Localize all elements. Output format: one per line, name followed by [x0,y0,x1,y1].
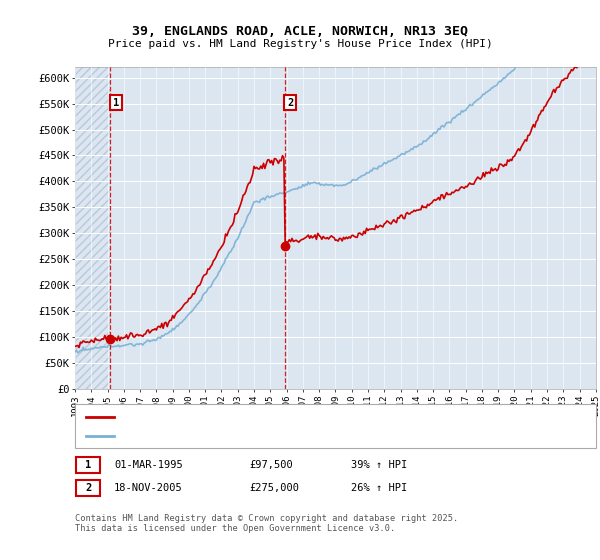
Text: 26% ↑ HPI: 26% ↑ HPI [351,483,407,493]
Text: 1: 1 [85,460,91,470]
Text: £97,500: £97,500 [249,460,293,470]
Text: 1: 1 [113,98,119,108]
Text: 39% ↑ HPI: 39% ↑ HPI [351,460,407,470]
Text: 39, ENGLANDS ROAD, ACLE, NORWICH, NR13 3EQ (detached house): 39, ENGLANDS ROAD, ACLE, NORWICH, NR13 3… [120,412,467,422]
Text: 18-NOV-2005: 18-NOV-2005 [114,483,183,493]
Text: Contains HM Land Registry data © Crown copyright and database right 2025.
This d: Contains HM Land Registry data © Crown c… [75,514,458,534]
Bar [75,67,110,389]
Text: 2: 2 [85,483,91,493]
Text: HPI: Average price, detached house, Broadland: HPI: Average price, detached house, Broa… [120,431,385,441]
Text: 01-MAR-1995: 01-MAR-1995 [114,460,183,470]
Text: Price paid vs. HM Land Registry's House Price Index (HPI): Price paid vs. HM Land Registry's House … [107,39,493,49]
Text: £275,000: £275,000 [249,483,299,493]
Text: 39, ENGLANDS ROAD, ACLE, NORWICH, NR13 3EQ: 39, ENGLANDS ROAD, ACLE, NORWICH, NR13 3… [132,25,468,38]
Text: 2: 2 [287,98,293,108]
